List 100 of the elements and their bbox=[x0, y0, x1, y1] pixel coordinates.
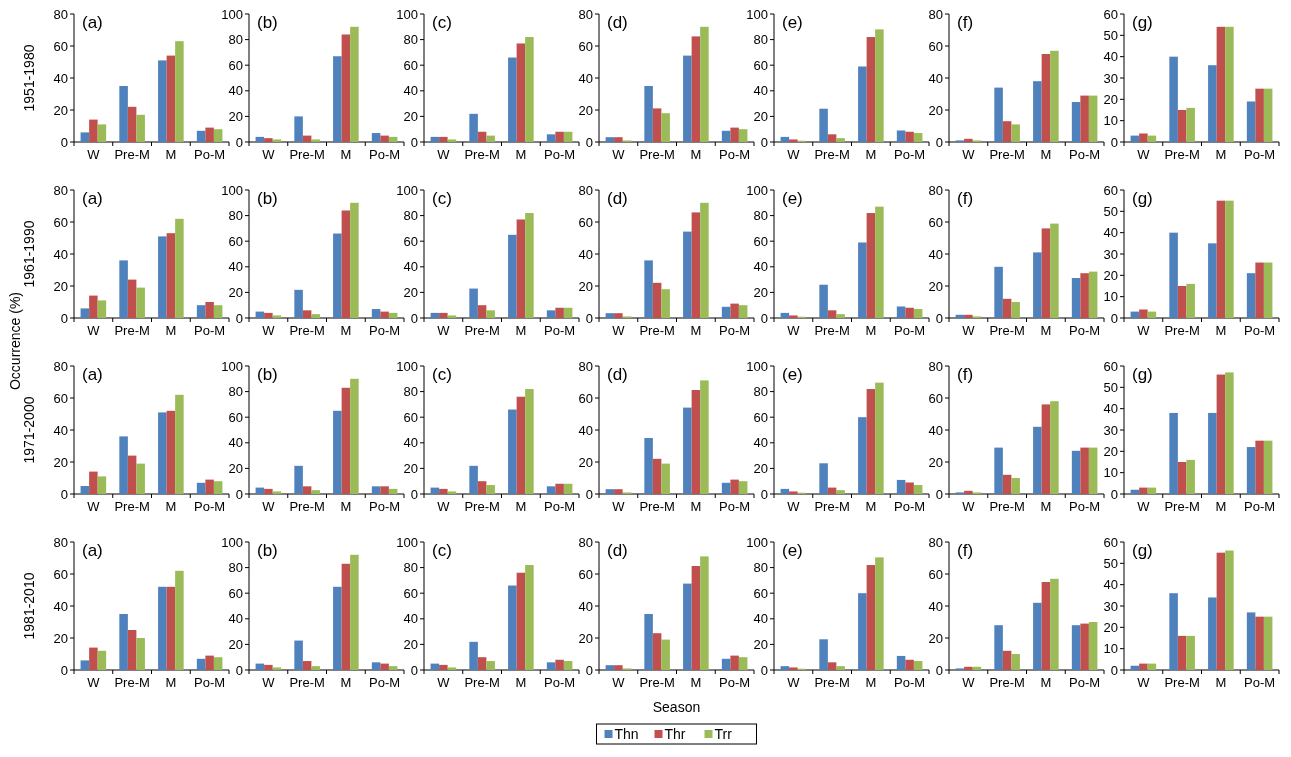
bar bbox=[730, 303, 739, 318]
bar bbox=[80, 660, 90, 670]
bar bbox=[789, 139, 798, 142]
bar bbox=[508, 57, 517, 142]
bar bbox=[333, 233, 342, 318]
bar bbox=[166, 410, 176, 494]
bar bbox=[447, 315, 457, 318]
x-tick-label: Pre-M bbox=[289, 675, 325, 690]
y-tick-label: 80 bbox=[53, 358, 68, 374]
bar bbox=[97, 476, 107, 494]
y-tick-label: 50 bbox=[1103, 555, 1118, 571]
bar bbox=[213, 129, 223, 142]
x-tick-label: Po-M bbox=[894, 147, 926, 162]
y-tick-label: 30 bbox=[1103, 246, 1118, 262]
bar bbox=[388, 136, 398, 142]
x-tick-label: Pre-M bbox=[1164, 499, 1200, 514]
chart-title: (b) bbox=[257, 541, 278, 560]
chart-title: (c) bbox=[432, 13, 452, 32]
bar bbox=[875, 382, 884, 494]
bar bbox=[614, 665, 623, 670]
bar bbox=[302, 486, 312, 494]
bar bbox=[1041, 404, 1051, 494]
bar bbox=[1011, 302, 1020, 318]
bar bbox=[780, 488, 790, 494]
bar bbox=[350, 26, 359, 142]
y-tick-label: 20 bbox=[403, 460, 418, 476]
bar bbox=[652, 458, 662, 494]
chart-title: (c) bbox=[432, 541, 452, 560]
y-tick-label: 50 bbox=[1103, 203, 1118, 219]
bar bbox=[213, 305, 223, 318]
bar bbox=[1177, 635, 1187, 670]
bar bbox=[341, 34, 351, 142]
bar bbox=[1177, 110, 1187, 142]
x-tick-label: Pre-M bbox=[989, 499, 1025, 514]
bar bbox=[721, 658, 731, 670]
bar bbox=[789, 491, 798, 494]
x-tick-label: M bbox=[865, 323, 877, 338]
legend-label: Thr bbox=[664, 726, 686, 742]
y-tick-label: 40 bbox=[403, 435, 418, 451]
y-tick-label: 0 bbox=[760, 134, 768, 150]
bar bbox=[555, 307, 564, 318]
bar bbox=[964, 666, 973, 670]
bar bbox=[875, 206, 884, 318]
x-tick-label: W bbox=[787, 499, 801, 514]
bar bbox=[994, 266, 1003, 318]
x-tick-label: Po-M bbox=[1244, 323, 1276, 338]
y-tick-label: 40 bbox=[228, 259, 243, 275]
bar bbox=[700, 556, 709, 670]
bar bbox=[1011, 654, 1020, 670]
bar bbox=[819, 463, 828, 494]
y-tick-label: 0 bbox=[410, 662, 418, 678]
bar bbox=[738, 657, 748, 670]
y-tick-label: 20 bbox=[578, 102, 593, 118]
bar bbox=[272, 315, 282, 318]
y-tick-label: 60 bbox=[53, 214, 68, 230]
bar bbox=[371, 309, 381, 318]
bar bbox=[1088, 622, 1098, 670]
y-tick-label: 20 bbox=[928, 278, 943, 294]
y-tick-label: 60 bbox=[228, 57, 243, 73]
bar bbox=[905, 659, 914, 670]
x-tick-label: Pre-M bbox=[289, 147, 325, 162]
bar bbox=[661, 289, 670, 318]
x-tick-label: W bbox=[437, 675, 451, 690]
y-tick-label: 40 bbox=[578, 598, 593, 614]
bar bbox=[546, 486, 556, 494]
bar bbox=[866, 389, 876, 494]
x-tick-label: Po-M bbox=[544, 323, 576, 338]
bar bbox=[858, 417, 867, 494]
bar bbox=[738, 129, 748, 142]
bar bbox=[1216, 374, 1226, 494]
bar bbox=[1002, 474, 1012, 494]
bar bbox=[614, 137, 623, 142]
y-tick-label: 60 bbox=[578, 38, 593, 54]
x-tick-label: Pre-M bbox=[1164, 675, 1200, 690]
bar bbox=[661, 463, 670, 494]
chart-title: (g) bbox=[1132, 541, 1153, 560]
x-tick-label: W bbox=[1137, 499, 1151, 514]
bar bbox=[272, 491, 282, 494]
y-tick-label: 10 bbox=[1103, 289, 1118, 305]
bar bbox=[264, 488, 273, 494]
bar bbox=[1041, 54, 1051, 142]
bar bbox=[294, 289, 303, 318]
bar bbox=[819, 284, 828, 318]
y-tick-label: 60 bbox=[53, 38, 68, 54]
x-tick-label: Pre-M bbox=[464, 147, 500, 162]
y-tick-label: 80 bbox=[403, 32, 418, 48]
bar bbox=[730, 479, 739, 494]
bar bbox=[546, 134, 556, 142]
y-tick-label: 40 bbox=[928, 598, 943, 614]
x-tick-label: Po-M bbox=[1069, 499, 1101, 514]
chart-title: (b) bbox=[257, 189, 278, 208]
bar bbox=[1169, 232, 1178, 318]
y-tick-label: 80 bbox=[928, 6, 943, 22]
x-tick-label: W bbox=[87, 675, 101, 690]
y-tick-label: 80 bbox=[228, 208, 243, 224]
bar bbox=[730, 127, 739, 142]
bar bbox=[213, 481, 223, 494]
bar bbox=[1225, 26, 1234, 142]
bar bbox=[350, 554, 359, 670]
bar bbox=[994, 625, 1003, 670]
